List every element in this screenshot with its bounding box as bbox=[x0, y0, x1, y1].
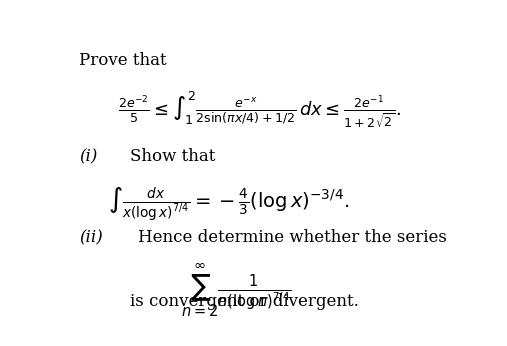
Text: (i): (i) bbox=[79, 148, 97, 165]
Text: $\int \frac{dx}{x(\log x)^{7/4}} = -\frac{4}{3}(\log x)^{-3/4}.$: $\int \frac{dx}{x(\log x)^{7/4}} = -\fra… bbox=[107, 185, 349, 223]
Text: $\sum_{n=2}^{\infty} \frac{1}{n(\log n)^{7/4}}$: $\sum_{n=2}^{\infty} \frac{1}{n(\log n)^… bbox=[182, 261, 292, 319]
Text: (ii): (ii) bbox=[79, 229, 103, 246]
Text: Show that: Show that bbox=[130, 148, 215, 165]
Text: Prove that: Prove that bbox=[79, 52, 167, 69]
Text: $\frac{2e^{-2}}{5} \leq \int_1^{2} \frac{e^{-x}}{2\sin(\pi x/4)+1/2}\,dx \leq \f: $\frac{2e^{-2}}{5} \leq \int_1^{2} \frac… bbox=[118, 90, 402, 130]
Text: is convergent or divergent.: is convergent or divergent. bbox=[130, 293, 359, 310]
Text: Hence determine whether the series: Hence determine whether the series bbox=[138, 229, 447, 246]
